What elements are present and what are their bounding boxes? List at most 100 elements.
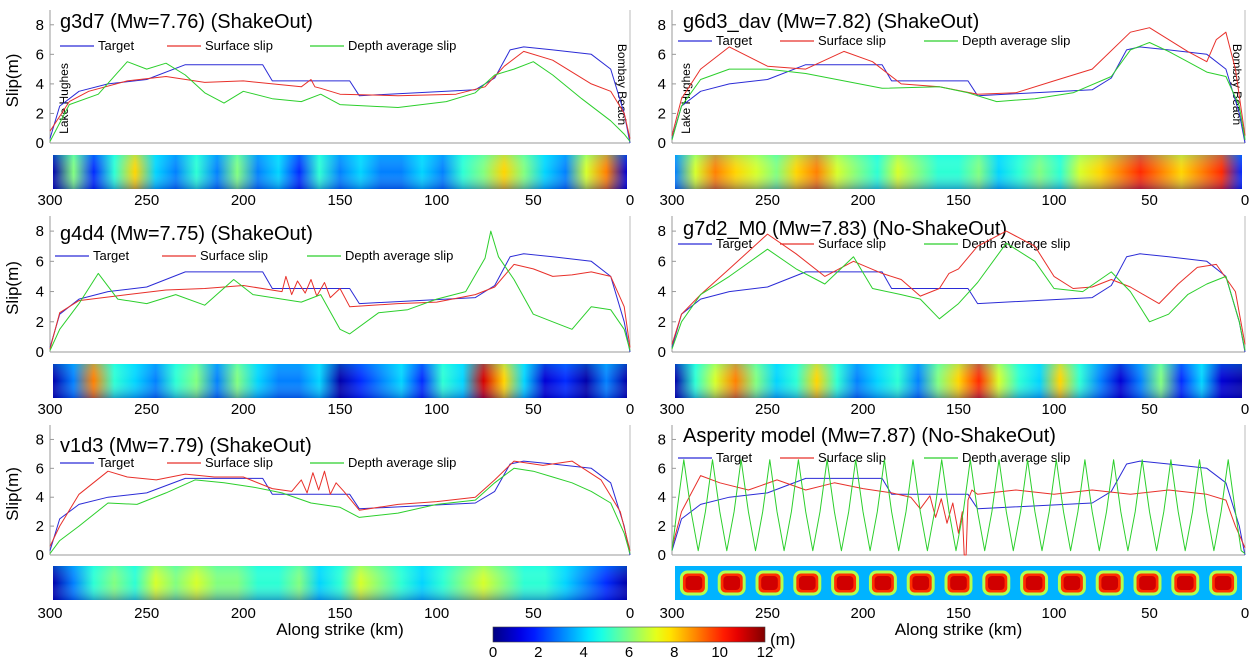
y-tick-label: 8 [658,223,666,240]
y-tick-label: 2 [36,105,44,122]
series-target-line [671,253,1246,353]
colorbar-tick-label: 8 [670,644,678,659]
x-tick-label: 200 [850,192,875,209]
y-tick-label: 4 [36,489,44,506]
colorbar: 0 2 4 6 8 10 12(m) [489,626,795,659]
legend-label: Depth average slip [962,33,1070,48]
y-tick-label: 0 [36,344,44,361]
site-label-left: Lake Hughes [57,63,71,134]
asperity-core [1063,576,1081,590]
x-tick-label: 0 [626,192,634,209]
legend-label: Surface slip [205,455,273,470]
y-tick-label: 0 [658,135,666,152]
y-tick-label: 8 [36,223,44,240]
y-tick-label: 0 [36,135,44,152]
asperity-core [1025,576,1043,590]
x-tick-label: 50 [525,605,542,622]
panel-5: 0 2 4 6 8 Slip(m) v1d3 (Mw=7.79) (ShakeOut)Tar… [3,425,634,639]
series-target-line [49,253,631,353]
x-tick-label: 250 [755,401,780,418]
colorbar-tick-label: 4 [579,644,587,659]
asperity-core [685,576,703,590]
site-label-right: Bombay Beach [615,44,629,125]
x-tick-label: 200 [231,605,256,622]
y-tick-label: 6 [658,253,666,270]
site-label-left: Lake Hughes [679,63,693,134]
legend-label: Surface slip [818,33,886,48]
heatmap-depth-shade [53,364,627,398]
series-surface-slip-line [49,50,631,139]
x-tick-label: 100 [424,401,449,418]
x-tick-label: 250 [134,401,159,418]
panel-2: 0 2 4 6 8 g6d3_dav (Mw=7.82) (ShakeOut)Target… [658,10,1249,209]
y-tick-label: 2 [36,314,44,331]
series-surface-slip-line [671,230,1246,345]
legend-label: Depth average slip [962,450,1070,465]
series-depth-average-line [49,230,631,351]
y-tick-label: 8 [658,17,666,34]
panel-4: 0 2 4 6 8 g7d2_M0 (Mw=7.83) (No-ShakeOut)Targ… [658,216,1249,418]
x-tick-label: 200 [231,192,256,209]
x-tick-label: 200 [231,401,256,418]
series-surface-slip-line [671,27,1246,136]
series-target-line [671,460,1246,556]
colorbar-tick-label: 0 [489,644,497,659]
y-tick-label: 2 [658,105,666,122]
series-depth-average-line [49,467,631,554]
series-depth-average-line [49,61,631,142]
x-tick-label: 0 [1241,605,1249,622]
y-tick-label: 4 [36,284,44,301]
asperity-core [874,576,892,590]
y-tick-label: 8 [36,17,44,34]
x-tick-label: 250 [755,605,780,622]
x-tick-label: 0 [626,605,634,622]
y-tick-label: 0 [36,547,44,564]
panel-6: 0 2 4 6 8 Asperity model (Mw=7.87) (No-ShakeO… [658,425,1249,639]
series-target-line [49,460,631,556]
x-tick-label: 0 [1241,192,1249,209]
x-tick-label: 200 [850,401,875,418]
x-tick-label: 50 [1141,192,1158,209]
y-tick-label: 4 [658,76,666,93]
legend-label: Target [98,455,135,470]
colorbar-tick-label: 12 [757,644,774,659]
x-tick-label: 300 [659,401,684,418]
colorbar-unit-label: (m) [770,630,795,649]
legend-label: Surface slip [205,38,273,53]
y-tick-label: 4 [36,76,44,93]
legend-label: Target [98,38,135,53]
x-tick-label: 150 [946,401,971,418]
asperity-core [798,576,816,590]
panel-title: g7d2_M0 (Mw=7.83) (No-ShakeOut) [683,218,1007,240]
heatmap-depth-shade [675,364,1242,398]
x-axis-label: Along strike (km) [895,620,1023,639]
legend-label: Target [93,248,130,263]
colorbar-tick-label: 2 [534,644,542,659]
legend-label: Surface slip [818,450,886,465]
x-tick-label: 300 [37,401,62,418]
legend-label: Depth average slip [348,38,456,53]
x-tick-label: 150 [327,192,352,209]
legend-label: Depth average slip [962,236,1070,251]
panel-title: Asperity model (Mw=7.87) (No-ShakeOut) [683,425,1056,447]
asperity-core [761,576,778,590]
asperity-core [1176,576,1194,590]
panel-title: g6d3_dav (Mw=7.82) (ShakeOut) [683,11,979,33]
x-tick-label: 150 [946,605,971,622]
heatmap-depth-shade [675,155,1242,189]
x-tick-label: 200 [850,605,875,622]
colorbar-gradient-bar [492,626,766,643]
heatmap-depth-shade [53,155,627,189]
y-tick-label: 2 [658,518,666,535]
colorbar-tick-label: 6 [625,644,633,659]
x-tick-label: 50 [1141,401,1158,418]
panel-title: g3d7 (Mw=7.76) (ShakeOut) [60,11,313,33]
x-tick-label: 100 [424,605,449,622]
legend-label: Target [716,33,753,48]
y-tick-label: 4 [658,284,666,301]
x-tick-label: 300 [659,192,684,209]
y-tick-label: 6 [36,460,44,477]
y-tick-label: 8 [36,431,44,448]
x-tick-label: 300 [37,192,62,209]
x-tick-label: 50 [525,401,542,418]
